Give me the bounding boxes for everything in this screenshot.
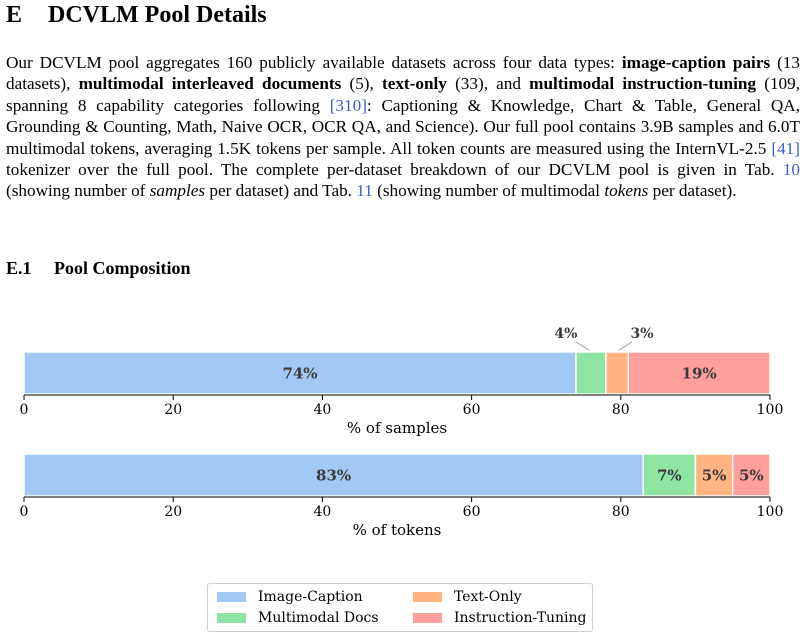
legend-swatch [413, 592, 442, 602]
x-tick-label: 40 [313, 402, 331, 418]
segment-label: 4% [554, 326, 577, 342]
bar-segment [694, 453, 734, 497]
segment-label: 19% [682, 365, 717, 383]
paragraph-text: (showing number of [6, 181, 150, 201]
paragraph-bold: multimodal instruction-tuning [529, 74, 757, 94]
paragraph-text: (109, spanning 8 capability categories f… [6, 74, 801, 115]
paragraph-italic: tokens [604, 181, 649, 201]
x-tick-label: 20 [164, 402, 182, 418]
x-tick-label: 20 [164, 504, 182, 520]
legend-item: Image-Caption [217, 589, 363, 605]
segment-label: 83% [316, 467, 351, 485]
x-tick-label: 100 [757, 402, 784, 418]
legend-swatch [217, 592, 246, 602]
legend-label: Text-Only [454, 589, 522, 605]
pool-composition-chart: 74% 19% 4% 3% 0 20 40 60 80 100 % of samples 83% 7% 5… [20, 326, 784, 539]
paragraph-bold: text-only [381, 74, 447, 94]
segment-label: 3% [631, 326, 654, 342]
paragraph-text: (13 datasets), [6, 53, 800, 94]
subsection-title: Pool Composition [54, 258, 191, 278]
x-tick-label: 100 [757, 504, 784, 520]
paragraph-italic: samples [149, 181, 206, 201]
section-heading: E DCVLM Pool Details [6, 2, 267, 29]
citation-link[interactable]: [310] [329, 95, 367, 115]
paragraph-text: per dataset). [648, 181, 737, 201]
x-tick-label: 80 [612, 402, 630, 418]
segment-label: 5% [702, 467, 727, 485]
bar-segment [642, 453, 697, 497]
legend-swatch [217, 613, 246, 623]
paragraph-text: Our DCVLM pool aggregates 160 publicly a… [6, 53, 622, 72]
subsection-heading: E.1 Pool Composition [6, 258, 191, 279]
citation-link[interactable]: [41] [771, 138, 800, 158]
bar-segment [575, 351, 607, 395]
paragraph-text: per dataset) and Tab. [205, 181, 357, 201]
bar-segment [23, 351, 577, 395]
legend-item: Text-Only [413, 589, 522, 605]
legend-label: Instruction-Tuning [454, 610, 587, 626]
legend-label: Multimodal Docs [258, 610, 379, 626]
x-axis-label: % of samples [347, 419, 447, 437]
paragraph-text: (5), [341, 74, 382, 94]
legend-swatch [413, 613, 442, 623]
legend-item: Instruction-Tuning [413, 610, 587, 626]
paragraph-text: (33), and [446, 74, 530, 94]
bar-segment [605, 351, 630, 395]
paragraph-bold: multimodal interleaved documents [78, 74, 342, 94]
x-tick-label: 0 [20, 504, 29, 520]
legend-label: Image-Caption [258, 589, 363, 605]
subsection-number: E.1 [6, 258, 32, 278]
table-ref-link[interactable]: 10 [782, 160, 800, 180]
label-leader-line [618, 341, 633, 351]
x-axis-label: % of tokens [353, 521, 442, 539]
label-leader-line [575, 341, 590, 351]
segment-label: 7% [657, 467, 682, 485]
section-title: DCVLM Pool Details [48, 2, 267, 28]
paragraph-text: tokenizer over the full pool. The comple… [6, 160, 783, 180]
chart-legend: Image-Caption Text-Only Multimodal Docs … [207, 583, 593, 632]
x-tick-label: 60 [463, 402, 481, 418]
segment-label: 74% [282, 365, 317, 383]
legend-item: Multimodal Docs [217, 610, 379, 626]
table-ref-link[interactable]: 11 [356, 181, 373, 201]
x-tick-label: 60 [463, 504, 481, 520]
x-tick-label: 40 [313, 504, 331, 520]
bar-segment [627, 351, 771, 395]
x-tick-label: 80 [612, 504, 630, 520]
bar-segment [731, 453, 771, 497]
x-tick-label: 0 [20, 402, 29, 418]
bar-segment [23, 453, 644, 497]
paragraph-text: : Captioning & Knowledge, Chart & Table,… [6, 95, 800, 158]
paragraph-bold: image-caption pairs [621, 53, 771, 72]
paragraph-text: (showing number of multimodal [372, 181, 605, 201]
section-number: E [6, 2, 23, 28]
segment-label: 5% [739, 467, 764, 485]
body-paragraph: Our DCVLM pool aggregates 160 publicly a… [6, 52, 800, 202]
